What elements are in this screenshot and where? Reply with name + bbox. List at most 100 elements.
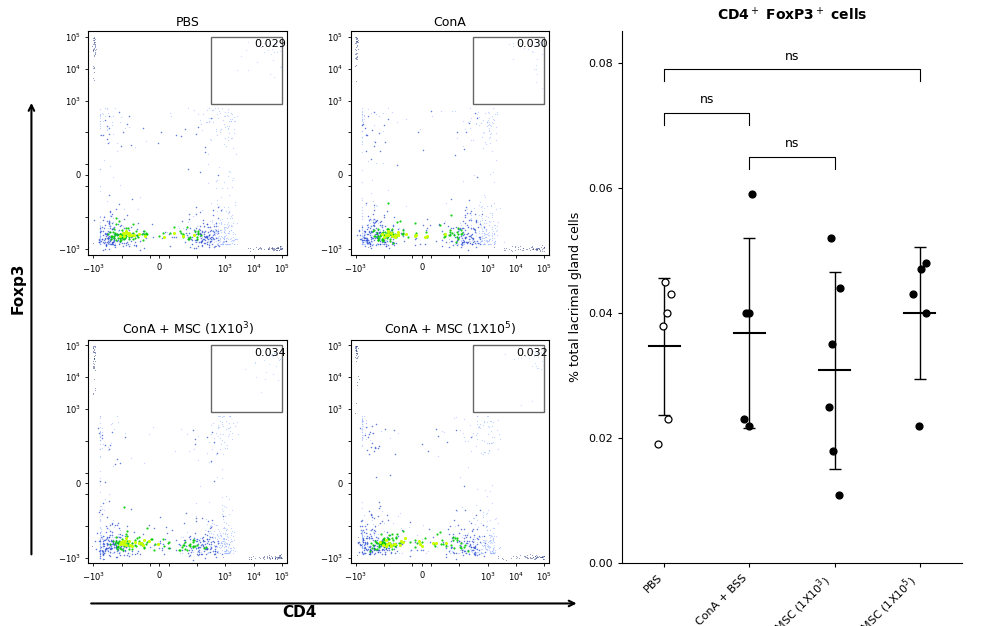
Point [193, 513, 209, 523]
Point [197, 238, 213, 248]
Point [479, 120, 495, 130]
Point [464, 239, 480, 249]
Point [357, 539, 373, 549]
Point [87, 34, 103, 44]
Point [485, 545, 501, 555]
Point [359, 233, 375, 244]
Point [105, 539, 121, 549]
Point [491, 543, 507, 553]
Point [366, 202, 382, 212]
Point [355, 419, 370, 429]
Point [122, 228, 137, 238]
Point [361, 531, 377, 541]
Point [355, 414, 370, 424]
Point [485, 533, 501, 543]
Point [101, 489, 117, 499]
Point [196, 222, 212, 232]
Point [517, 43, 532, 53]
Point [457, 233, 472, 243]
Point [115, 538, 131, 548]
Point [349, 34, 364, 44]
Point [189, 235, 204, 245]
Point [86, 33, 102, 43]
Point [443, 543, 459, 553]
Point [212, 540, 228, 550]
Point [390, 230, 406, 240]
Point [86, 33, 102, 43]
Point [110, 531, 126, 541]
Point [103, 233, 119, 244]
Point [514, 347, 529, 357]
Point [382, 538, 398, 548]
Point [189, 208, 204, 218]
Point [99, 124, 115, 134]
Point [162, 228, 178, 238]
Point [449, 232, 464, 242]
Point [471, 233, 487, 244]
Point [372, 230, 388, 240]
Point [146, 540, 162, 550]
Point [521, 243, 537, 253]
Point [97, 527, 113, 537]
Point [364, 235, 380, 245]
Point [348, 346, 363, 356]
Point [189, 234, 204, 244]
Point [178, 227, 193, 237]
Point [118, 232, 134, 242]
Point [369, 232, 385, 242]
Point [112, 117, 128, 127]
Point [204, 215, 220, 225]
Point [483, 548, 499, 558]
Point [481, 438, 497, 448]
Point [96, 535, 112, 545]
Point [478, 224, 494, 234]
Point [105, 536, 121, 546]
Point [206, 228, 222, 239]
Point [469, 428, 485, 438]
Point [101, 220, 117, 230]
Point [466, 548, 482, 558]
Point [487, 223, 503, 233]
Point [98, 229, 114, 239]
Point [497, 237, 513, 247]
Point [105, 235, 121, 245]
Point [483, 416, 499, 426]
Point [223, 167, 239, 177]
Point [93, 239, 109, 249]
Point [105, 129, 121, 139]
Point [112, 538, 128, 548]
Point [366, 528, 382, 538]
Point [358, 528, 374, 538]
Point [444, 228, 460, 238]
Point [460, 117, 475, 127]
Point [218, 548, 234, 558]
Point [135, 529, 150, 539]
Point [359, 220, 375, 230]
Point [91, 232, 107, 242]
Point [265, 244, 281, 254]
Point [364, 526, 380, 536]
Point [428, 424, 444, 434]
Point [490, 518, 506, 528]
Point [484, 546, 500, 556]
Point [242, 552, 257, 562]
Point [526, 351, 542, 361]
Point [355, 239, 371, 249]
Point [128, 240, 143, 250]
Point [209, 199, 225, 209]
Point [380, 198, 396, 208]
Point [95, 548, 111, 558]
Point [473, 235, 489, 245]
Point [272, 244, 288, 254]
Point [156, 232, 172, 242]
Point [223, 108, 239, 118]
Point [224, 182, 240, 192]
Point [353, 540, 368, 550]
Point [370, 538, 386, 548]
Point [384, 230, 400, 240]
Point [393, 523, 409, 533]
Point [482, 128, 498, 138]
Point [479, 525, 495, 535]
Point [430, 451, 446, 461]
Point [271, 552, 287, 562]
